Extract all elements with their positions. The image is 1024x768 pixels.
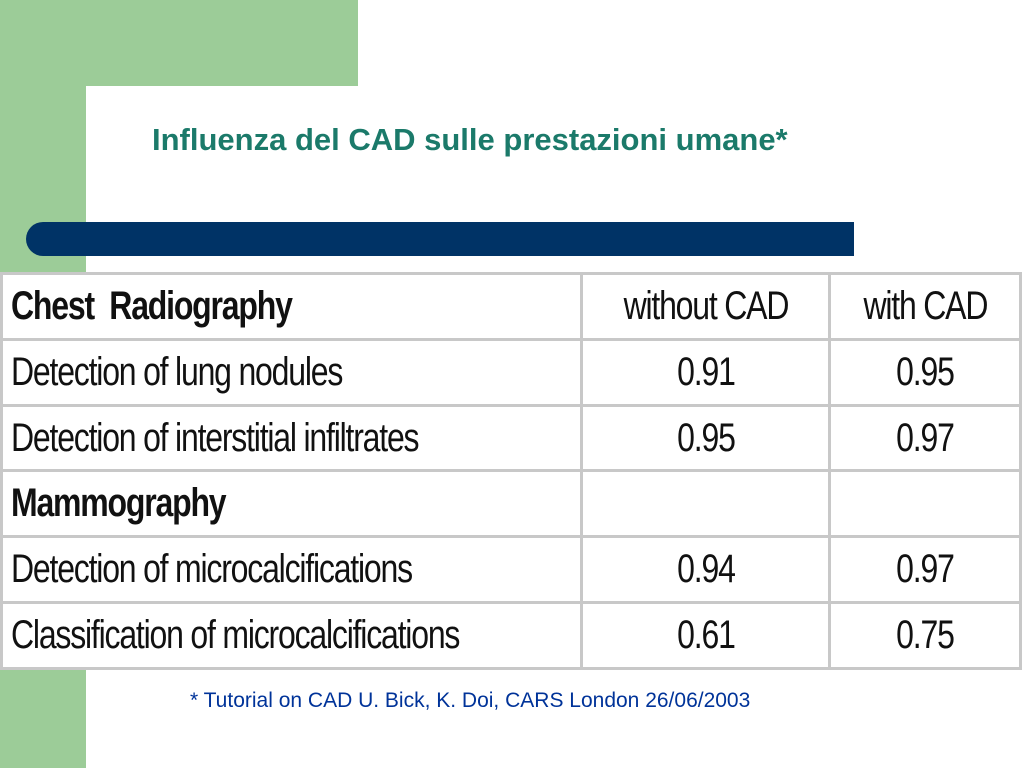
slide-title: Influenza del CAD sulle prestazioni uman… [152,122,788,157]
row-label: Detection of interstitial infiltrates [0,403,583,473]
value-without-cad: 0.95 [579,403,832,473]
value-with-cad: 0.97 [828,535,1022,605]
value-without-cad: 0.61 [579,601,832,670]
row-label: Classification of microcalcifications [0,601,583,670]
value-with-cad: 0.75 [828,601,1022,670]
value-without-cad: 0.91 [579,337,832,407]
table-row: Detection of lung nodules 0.91 0.95 [0,337,1022,407]
table-section-row: Mammography [0,469,1022,539]
cad-performance-table: Chest Radiography without CAD with CAD D… [0,272,1022,670]
table-row: Classification of microcalcifications 0.… [0,601,1022,670]
header-without-cad: without CAD [579,272,832,341]
value-without-cad [579,469,832,539]
top-green-block [86,0,358,86]
header-with-cad: with CAD [828,272,1022,341]
table-header-row: Chest Radiography without CAD with CAD [0,272,1022,341]
header-section-chest-radiography: Chest Radiography [0,272,583,341]
section-mammography: Mammography [0,469,583,539]
row-label: Detection of lung nodules [0,337,583,407]
citation-footnote: * Tutorial on CAD U. Bick, K. Doi, CARS … [190,689,751,712]
value-with-cad: 0.95 [828,337,1022,407]
value-with-cad: 0.97 [828,403,1022,473]
value-with-cad [828,469,1022,539]
row-label: Detection of microcalcifications [0,535,583,605]
table-row: Detection of interstitial infiltrates 0.… [0,403,1022,473]
value-without-cad: 0.94 [579,535,832,605]
title-underline-bar [26,222,854,256]
table-row: Detection of microcalcifications 0.94 0.… [0,535,1022,605]
